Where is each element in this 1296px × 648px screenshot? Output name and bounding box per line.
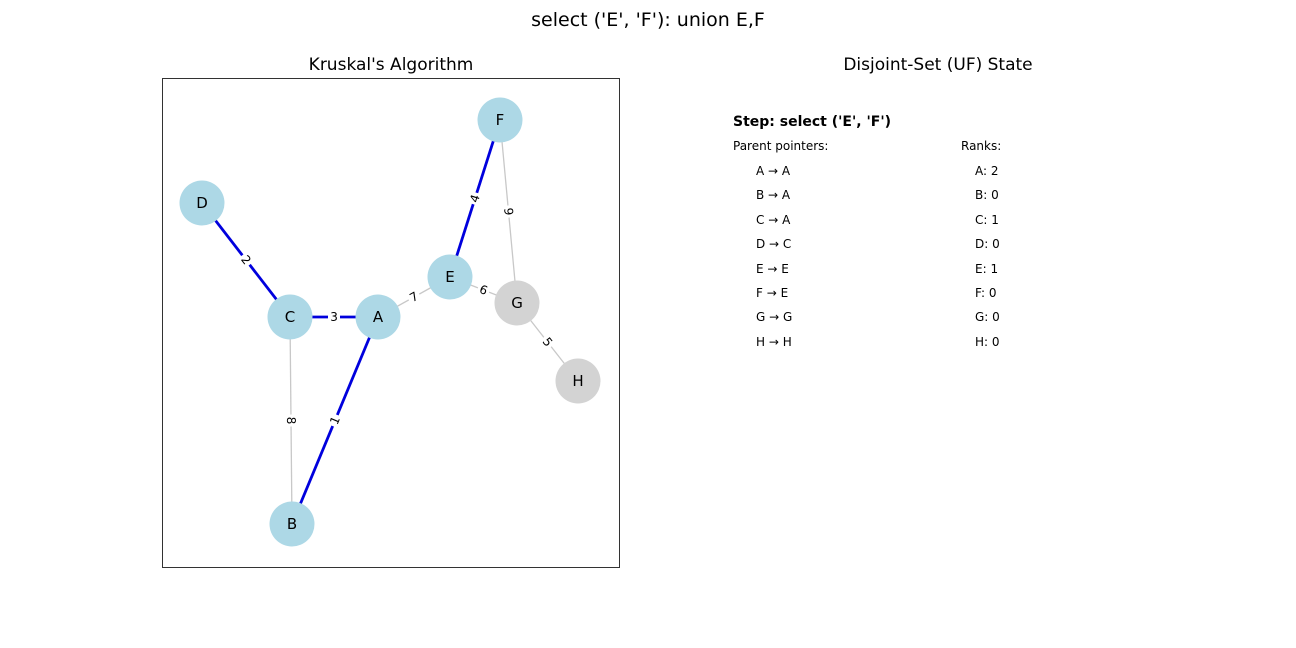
node-label: C — [285, 308, 295, 326]
parent-pointers-label: Parent pointers: — [733, 139, 829, 153]
node-circle — [477, 97, 523, 143]
parent-pointer-row: B → A — [756, 188, 791, 203]
node-label: A — [373, 308, 384, 326]
node-circle — [427, 254, 473, 300]
edge-weight-text: 9 — [501, 207, 516, 216]
rank-row: F: 0 — [975, 286, 997, 300]
uf-step-heading: Step: select ('E', 'F') — [733, 114, 892, 130]
node-label: H — [572, 372, 583, 390]
parent-pointer-row: G → G — [756, 310, 793, 325]
node-label: D — [196, 194, 208, 212]
graph-frame — [162, 78, 620, 568]
graph-panel-title: Kruskal's Algorithm — [308, 55, 474, 75]
node-label: B — [287, 515, 297, 533]
node-circle — [555, 358, 601, 404]
node-E: E — [427, 254, 473, 300]
edge-weight-C-A: 3 — [328, 309, 340, 325]
rank-row: D: 0 — [975, 237, 1000, 252]
node-label: E — [445, 268, 454, 286]
node-D: D — [179, 180, 225, 226]
edge-weight-A-E: 7 — [404, 287, 424, 307]
rank-row: G: 0 — [975, 310, 1000, 325]
node-B: B — [269, 501, 315, 547]
node-circle — [267, 294, 313, 340]
node-circle — [179, 180, 225, 226]
ranks-label: Ranks: — [961, 139, 1002, 153]
edge-weight-G-H: 5 — [537, 332, 558, 352]
parent-pointer-row: H → H — [756, 334, 792, 349]
edge-weight-E-F: 4 — [465, 190, 485, 207]
parent-pointer-row: D → C — [756, 237, 792, 252]
rank-row: A: 2 — [975, 164, 999, 178]
edges-layer: 1 2 3 4 5 6 7 8 9 — [200, 119, 579, 525]
nodes-layer: A B C D E F G H — [179, 97, 601, 547]
parent-pointer-row: E → E — [756, 261, 789, 276]
rank-row: B: 0 — [975, 188, 999, 203]
parent-pointer-row: A → A — [756, 164, 791, 178]
edge-weight-C-B: 8 — [282, 414, 300, 427]
rank-row: C: 1 — [975, 212, 999, 227]
uf-panel-title: Disjoint-Set (UF) State — [843, 55, 1033, 75]
edge-weight-text: 3 — [330, 310, 338, 324]
node-label: G — [511, 294, 523, 312]
node-G: G — [494, 280, 540, 326]
node-label: F — [496, 111, 505, 129]
figure-title: select ('E', 'F'): union E,F — [531, 9, 765, 31]
parent-pointer-row: C → A — [756, 212, 791, 227]
node-circle — [494, 280, 540, 326]
rank-row: E: 1 — [975, 261, 999, 276]
node-F: F — [477, 97, 523, 143]
edge-weight-D-C: 2 — [236, 250, 256, 270]
rank-row: H: 0 — [975, 334, 1000, 349]
node-circle — [269, 501, 315, 547]
edge-weight-A-B: 1 — [325, 411, 345, 430]
node-C: C — [267, 294, 313, 340]
edge-weight-F-G: 9 — [499, 204, 518, 219]
node-A: A — [355, 294, 401, 340]
edge-weight-E-G: 6 — [475, 280, 492, 300]
edge-weight-text: 8 — [284, 417, 298, 425]
edge-weight-text: 4 — [467, 193, 483, 205]
node-circle — [355, 294, 401, 340]
node-H: H — [555, 358, 601, 404]
parent-pointer-row: F → E — [756, 286, 789, 300]
